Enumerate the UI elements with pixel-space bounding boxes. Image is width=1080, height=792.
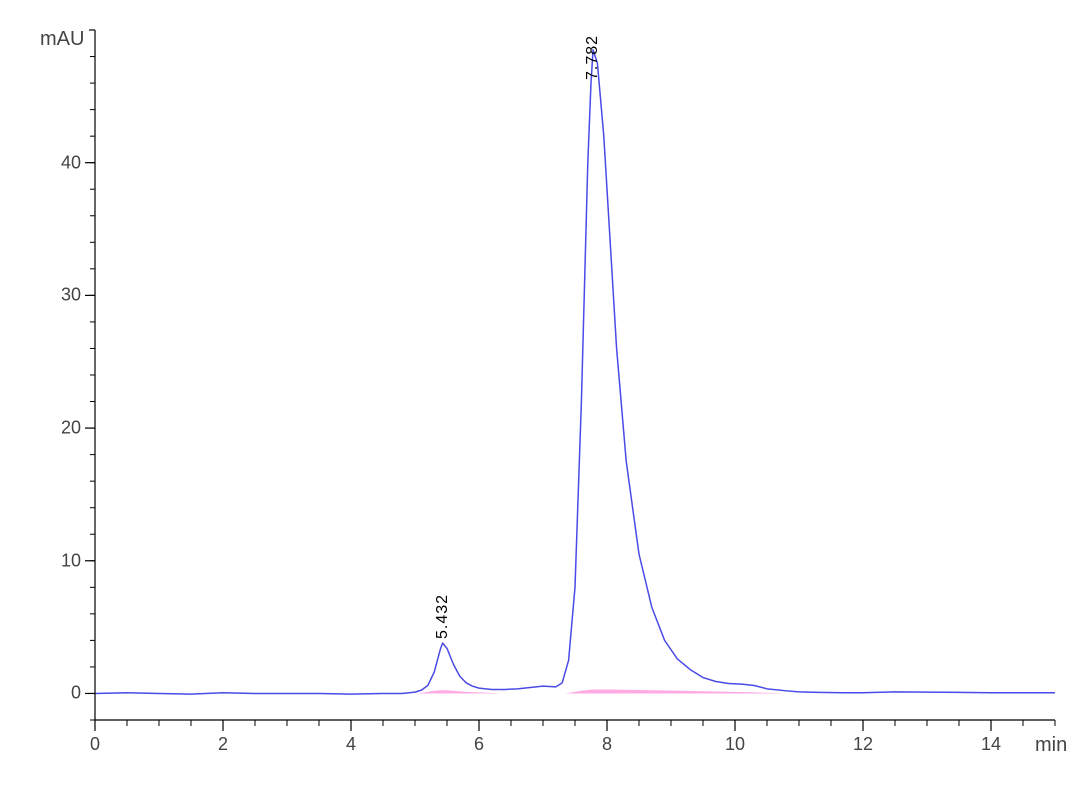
x-tick-label: 12 xyxy=(853,734,873,755)
y-tick-label: 30 xyxy=(61,285,81,306)
y-tick-label: 10 xyxy=(61,550,81,571)
x-tick-label: 4 xyxy=(346,734,356,755)
x-tick-label: 14 xyxy=(981,734,1001,755)
x-axis-label: min xyxy=(1035,734,1067,757)
y-axis-label: mAU xyxy=(40,28,84,51)
chromatogram-chart: 0 2 4 6 8 10 12 14 0 10 20 30 40 mAU min 5.432 7.782 xyxy=(0,0,1080,792)
peak-label: 5.432 xyxy=(434,579,452,639)
x-tick-label: 6 xyxy=(474,734,484,755)
y-tick-label: 40 xyxy=(61,152,81,173)
chart-svg xyxy=(0,0,1080,792)
x-tick-label: 8 xyxy=(602,734,612,755)
x-tick-label: 2 xyxy=(218,734,228,755)
y-tick-label: 0 xyxy=(71,683,81,704)
x-tick-label: 0 xyxy=(90,734,100,755)
x-tick-label: 10 xyxy=(725,734,745,755)
peak-label: 7.782 xyxy=(584,20,602,80)
y-tick-label: 20 xyxy=(61,418,81,439)
